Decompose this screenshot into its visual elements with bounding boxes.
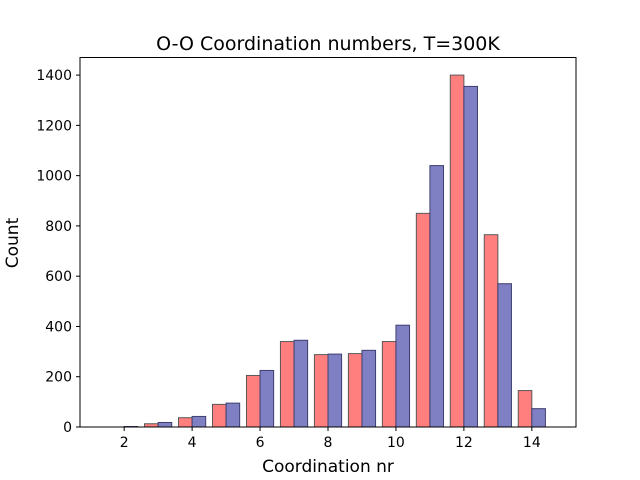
x-tick-label: 6: [256, 435, 265, 451]
bars-group: [123, 74, 546, 428]
y-tick-label: 800: [45, 219, 72, 235]
bar-series-2-bin-4: [191, 415, 207, 428]
x-tick-label: 4: [188, 435, 197, 451]
bar-series-1-bin-12: [449, 74, 465, 428]
bar-series-1-bin-8: [313, 354, 329, 428]
y-tick-label: 200: [45, 370, 72, 386]
bar-series-1-bin-9: [347, 353, 363, 428]
bar-series-2-bin-7: [293, 339, 309, 428]
bar-series-2-bin-13: [497, 283, 512, 428]
chart-title: O-O Coordination numbers, T=300K: [156, 33, 500, 55]
x-tick-label: 14: [523, 435, 541, 451]
y-tick-label: 1000: [36, 169, 72, 185]
y-tick-label: 1400: [36, 68, 72, 84]
bar-series-1-bin-10: [381, 341, 397, 428]
bar-series-1-bin-11: [415, 212, 431, 428]
y-axis-ticks: 0 200 400 600 800 1000 1200 1400: [36, 68, 80, 436]
y-tick-label: 600: [45, 269, 72, 285]
bar-series-2-bin-6: [259, 369, 275, 428]
bar-series-2-bin-9: [361, 349, 377, 428]
x-axis-label: Coordination nr: [262, 457, 394, 477]
bar-series-1-bin-5: [211, 403, 227, 428]
bar-series-1-bin-13: [483, 234, 499, 428]
y-axis-label: Count: [3, 217, 23, 268]
y-tick-label: 1200: [36, 118, 72, 134]
bar-series-1-bin-6: [245, 374, 261, 428]
bar-series-2-bin-10: [395, 324, 411, 428]
x-axis-ticks: 2 4 6 8 10 12 14: [120, 427, 541, 451]
bar-series-2-bin-8: [327, 353, 343, 428]
bar-series-1-bin-4: [178, 417, 193, 428]
bar-series-1-bin-14: [517, 390, 533, 428]
bar-series-2-bin-14: [531, 408, 546, 428]
bar-series-2-bin-11: [429, 165, 445, 428]
bar-series-1-bin-7: [279, 341, 295, 428]
bar-series-2-bin-12: [463, 85, 478, 428]
x-tick-label: 10: [387, 435, 405, 451]
y-tick-label: 0: [63, 420, 72, 436]
bar-series-2-bin-5: [225, 402, 241, 428]
x-tick-label: 8: [324, 435, 333, 451]
bar-series-2-bin-3: [157, 421, 173, 428]
x-tick-label: 2: [120, 435, 129, 451]
x-tick-label: 12: [455, 435, 473, 451]
y-tick-label: 400: [45, 319, 72, 335]
